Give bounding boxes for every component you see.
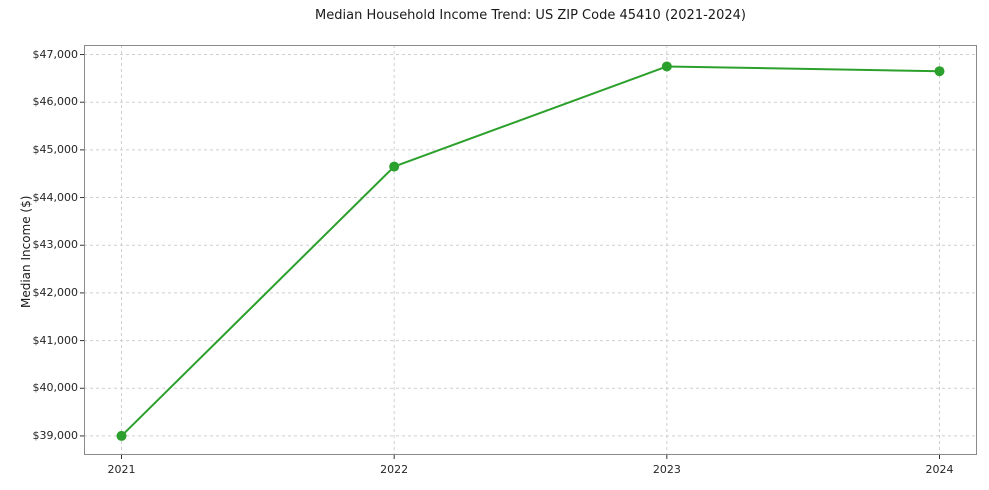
y-tick-label: $44,000 (32, 190, 79, 204)
y-tick-label: $43,000 (32, 238, 79, 252)
data-point-marker (934, 66, 945, 77)
y-tick-label: $40,000 (32, 381, 79, 395)
x-tick-label: 2021 (107, 463, 136, 476)
data-point-marker (389, 161, 400, 172)
y-tick-label: $39,000 (32, 428, 79, 442)
plot-frame (84, 45, 977, 455)
plot-area (80, 45, 977, 459)
chart-title: Median Household Income Trend: US ZIP Co… (315, 8, 746, 23)
data-point-marker (116, 430, 127, 441)
y-axis-label: Median Income ($) (19, 195, 33, 308)
x-tick-label: 2024 (925, 463, 954, 476)
y-tick-label: $47,000 (32, 47, 79, 61)
x-tick-label: 2022 (380, 463, 409, 476)
y-tick-label: $42,000 (32, 285, 79, 299)
y-tick-label: $45,000 (32, 142, 79, 156)
y-tick-label: $41,000 (32, 333, 79, 347)
data-point-marker (661, 61, 672, 72)
trend-line (120, 65, 941, 437)
x-tick-label: 2023 (652, 463, 681, 476)
y-tick-label: $46,000 (32, 95, 79, 109)
